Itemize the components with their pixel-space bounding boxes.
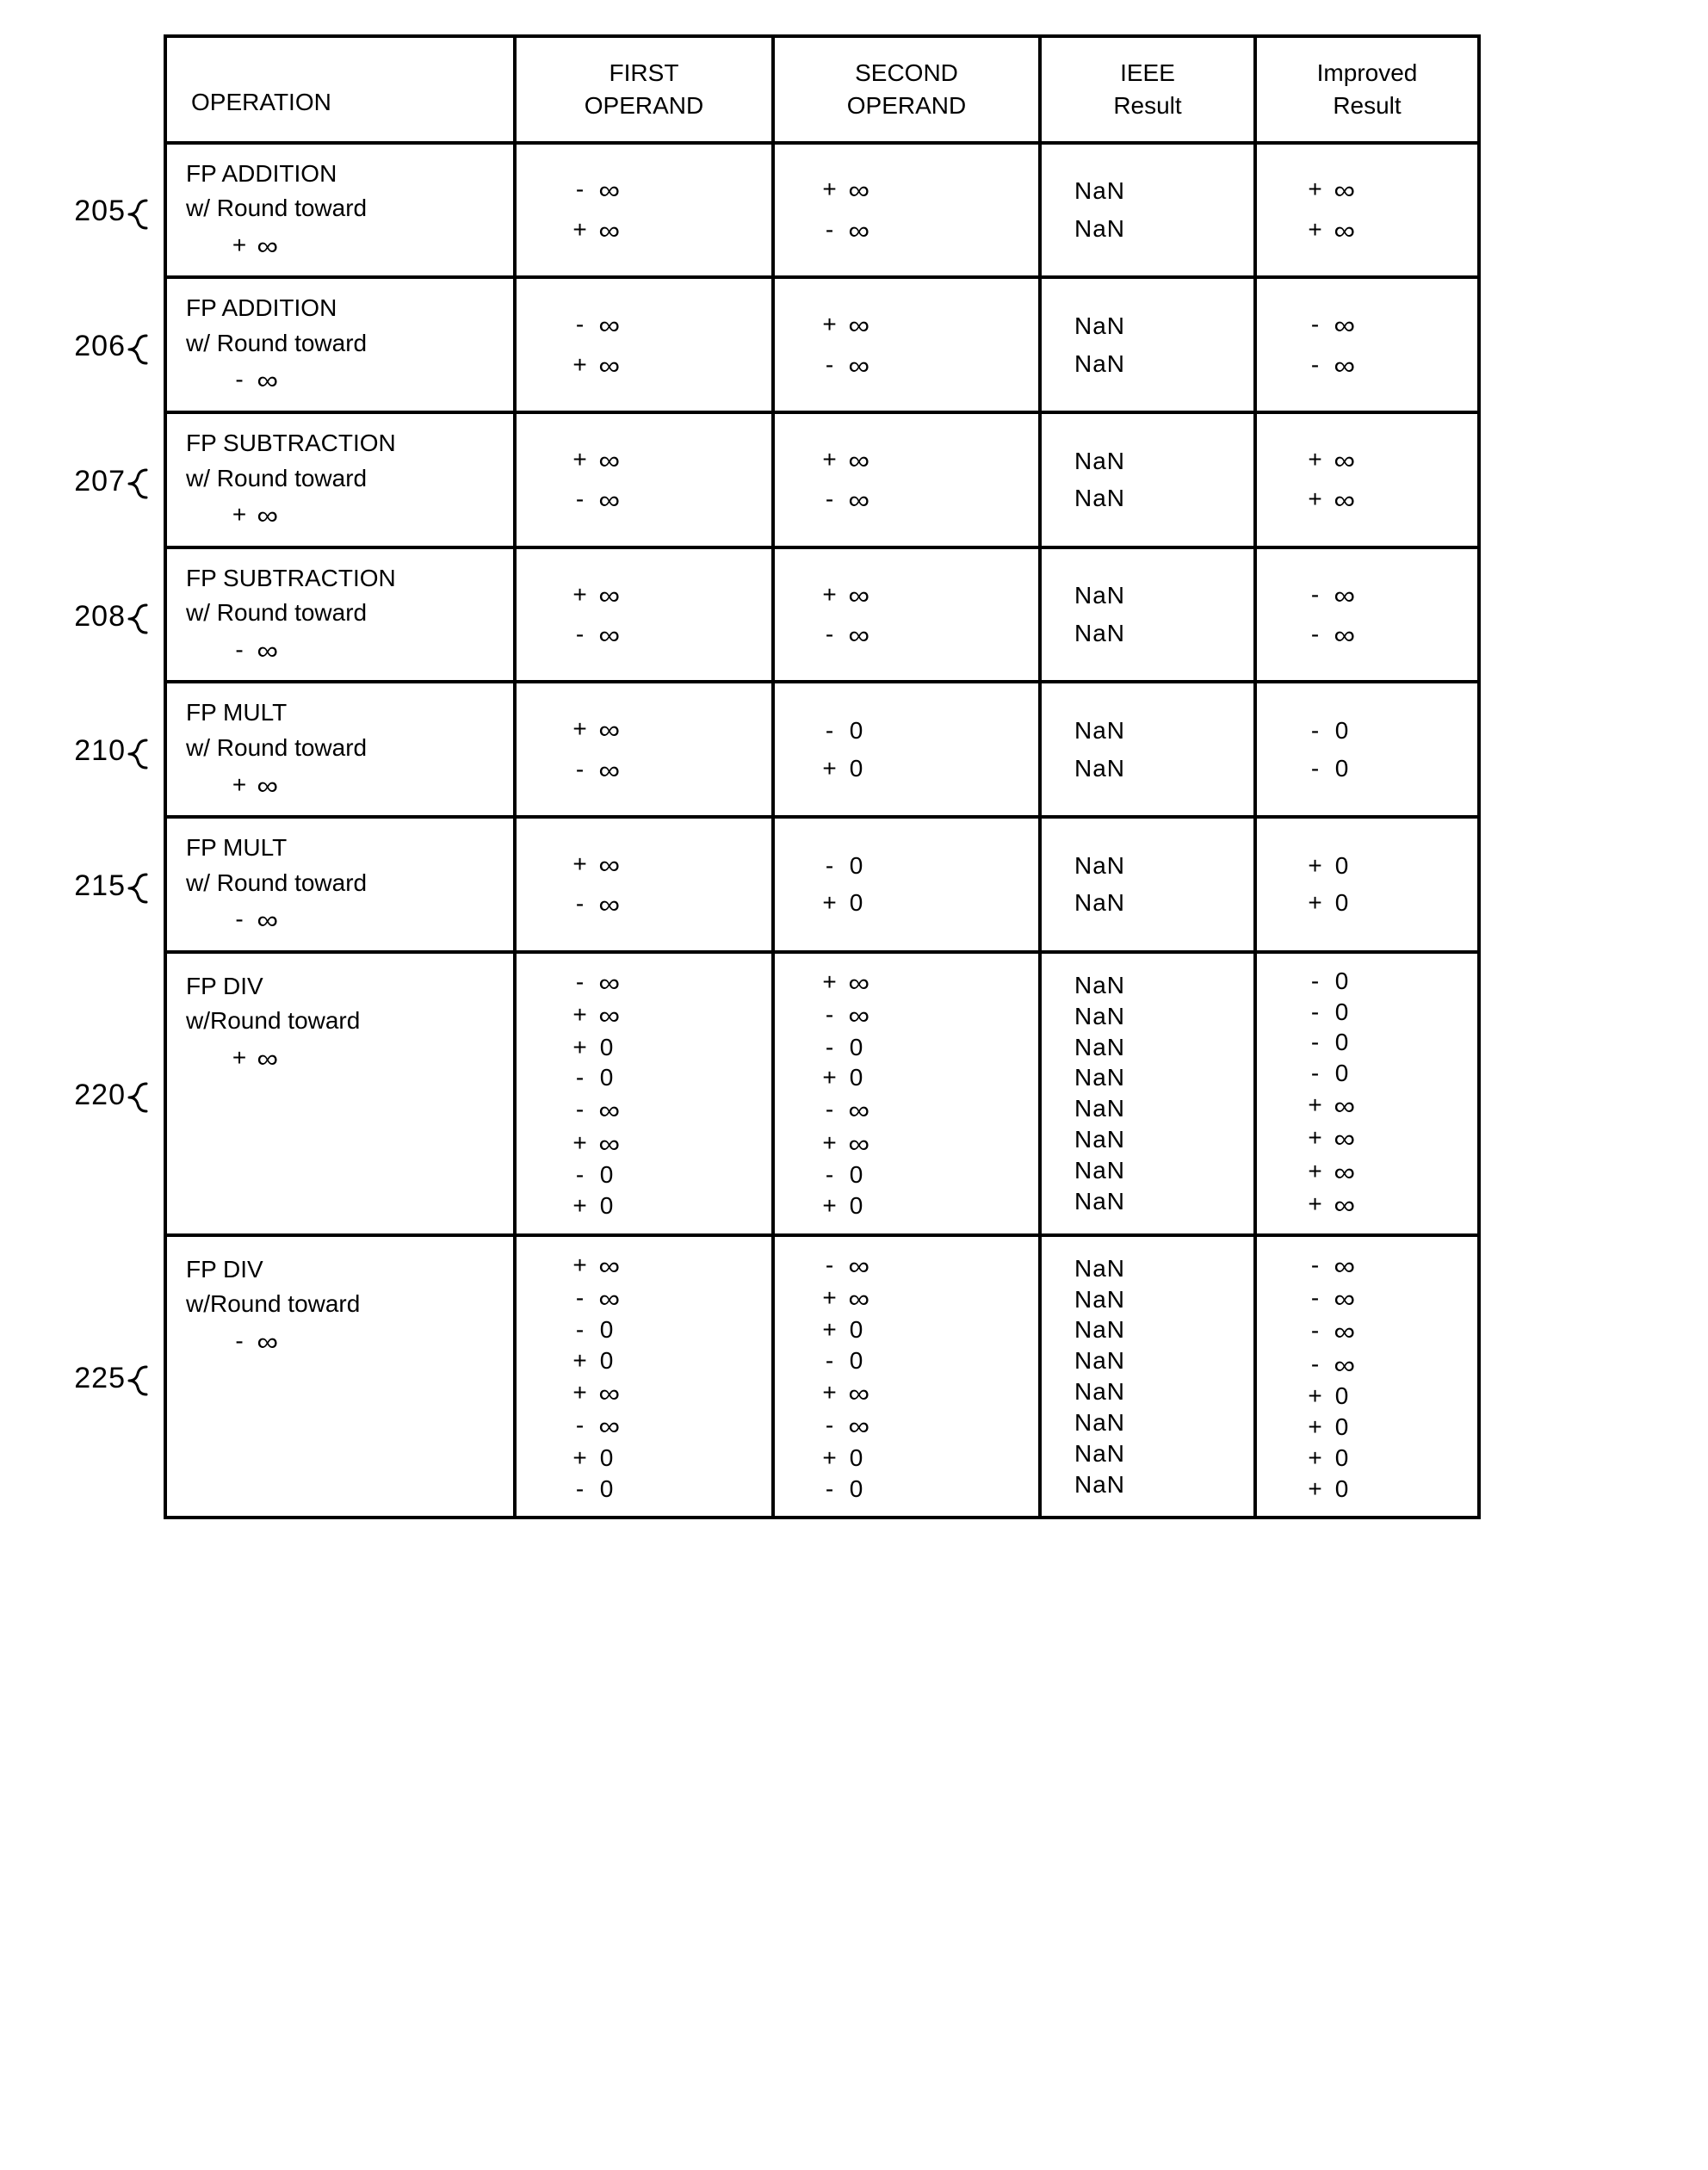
table-row: 206 FP ADDITIONw/ Round toward- ∞- ∞+ ∞+ …	[36, 279, 1672, 414]
first-operand-cell: + ∞- ∞	[517, 819, 775, 954]
improved-result-cell: - ∞- ∞- ∞- ∞+ 0+ 0+ 0+ 0	[1257, 1237, 1481, 1520]
second-operand-cell: + ∞- ∞	[775, 145, 1042, 280]
header-improved-result: ImprovedResult	[1257, 34, 1481, 145]
improved-result-cell: - ∞- ∞	[1257, 279, 1481, 414]
row-label: 225	[36, 1237, 164, 1520]
row-label: 220	[36, 954, 164, 1237]
improved-result-cell: + ∞+ ∞	[1257, 414, 1481, 549]
operation-cell: FP ADDITIONw/ Round toward+ ∞	[164, 145, 517, 280]
improved-result-cell: - 0- 0- 0- 0+ ∞+ ∞+ ∞+ ∞	[1257, 954, 1481, 1237]
row-label-text: 208	[74, 600, 126, 634]
brace-icon	[127, 467, 157, 501]
improved-result-cell: - ∞- ∞	[1257, 549, 1481, 684]
brace-icon	[127, 871, 157, 906]
second-operand-cell: - 0+ 0	[775, 819, 1042, 954]
fp-operations-table: OPERATION FIRSTOPERAND SECONDOPERAND IEE…	[36, 34, 1672, 1519]
second-operand-cell: - ∞+ ∞+ 0- 0+ ∞- ∞+ 0- 0	[775, 1237, 1042, 1520]
table-row: 208FP SUBTRACTIONw/ Round toward- ∞+ ∞- …	[36, 549, 1672, 684]
improved-result-cell: + 0+ 0	[1257, 819, 1481, 954]
brace-icon	[127, 197, 157, 232]
row-label-text: 206	[74, 330, 126, 363]
operation-cell: FP DIVw/Round toward+ ∞	[164, 954, 517, 1237]
row-label-text: 207	[74, 465, 126, 498]
second-operand-cell: + ∞- ∞	[775, 279, 1042, 414]
row-label-spacer	[36, 34, 164, 145]
first-operand-cell: - ∞+ ∞	[517, 279, 775, 414]
row-label: 205	[36, 145, 164, 280]
operation-cell: FP MULTw/ Round toward+ ∞	[164, 683, 517, 819]
ieee-result-cell: NaNNaNNaNNaNNaNNaNNaNNaN	[1042, 1237, 1257, 1520]
second-operand-cell: + ∞- ∞	[775, 549, 1042, 684]
table-row: 210 FP MULTw/ Round toward+ ∞+ ∞- ∞- 0+ 0…	[36, 683, 1672, 819]
header-operation: OPERATION	[164, 34, 517, 145]
first-operand-cell: + ∞- ∞	[517, 549, 775, 684]
table-row: 215 FP MULTw/ Round toward- ∞+ ∞- ∞- 0+ 0…	[36, 819, 1672, 954]
row-label-text: 220	[74, 1079, 126, 1112]
improved-result-cell: + ∞+ ∞	[1257, 145, 1481, 280]
ieee-result-cell: NaNNaN	[1042, 549, 1257, 684]
table-row: 225 FP DIVw/Round toward- ∞+ ∞- ∞- 0+ 0+ …	[36, 1237, 1672, 1520]
brace-icon	[127, 332, 157, 367]
row-label: 208	[36, 549, 164, 684]
brace-icon	[127, 1080, 157, 1115]
table-row: 205FP ADDITIONw/ Round toward+ ∞- ∞+ ∞+ …	[36, 145, 1672, 280]
header-second-operand: SECONDOPERAND	[775, 34, 1042, 145]
row-label-text: 205	[74, 195, 126, 228]
first-operand-cell: + ∞- ∞	[517, 683, 775, 819]
table-header-row: OPERATION FIRSTOPERAND SECONDOPERAND IEE…	[36, 34, 1672, 145]
second-operand-cell: + ∞- ∞- 0+ 0- ∞+ ∞- 0+ 0	[775, 954, 1042, 1237]
ieee-result-cell: NaNNaN	[1042, 279, 1257, 414]
row-label: 206	[36, 279, 164, 414]
brace-icon	[127, 602, 157, 636]
operation-cell: FP ADDITIONw/ Round toward- ∞	[164, 279, 517, 414]
header-first-operand: FIRSTOPERAND	[517, 34, 775, 145]
first-operand-cell: + ∞- ∞	[517, 414, 775, 549]
first-operand-cell: + ∞- ∞- 0+ 0+ ∞- ∞+ 0- 0	[517, 1237, 775, 1520]
first-operand-cell: - ∞+ ∞	[517, 145, 775, 280]
operation-cell: FP SUBTRACTIONw/ Round toward+ ∞	[164, 414, 517, 549]
ieee-result-cell: NaNNaNNaNNaNNaNNaNNaNNaN	[1042, 954, 1257, 1237]
header-ieee-result: IEEEResult	[1042, 34, 1257, 145]
table-row: 220 FP DIVw/Round toward+ ∞- ∞+ ∞+ 0- 0- …	[36, 954, 1672, 1237]
ieee-result-cell: NaNNaN	[1042, 145, 1257, 280]
second-operand-cell: - 0+ 0	[775, 683, 1042, 819]
operation-cell: FP DIVw/Round toward- ∞	[164, 1237, 517, 1520]
ieee-result-cell: NaNNaN	[1042, 819, 1257, 954]
brace-icon	[127, 1363, 157, 1398]
improved-result-cell: - 0- 0	[1257, 683, 1481, 819]
operation-cell: FP MULTw/ Round toward- ∞	[164, 819, 517, 954]
row-label: 207	[36, 414, 164, 549]
ieee-result-cell: NaNNaN	[1042, 683, 1257, 819]
second-operand-cell: + ∞- ∞	[775, 414, 1042, 549]
table-row: 207FP SUBTRACTIONw/ Round toward+ ∞+ ∞- …	[36, 414, 1672, 549]
row-label-text: 225	[74, 1362, 126, 1395]
row-label-text: 215	[74, 869, 126, 903]
ieee-result-cell: NaNNaN	[1042, 414, 1257, 549]
row-label: 215	[36, 819, 164, 954]
operation-cell: FP SUBTRACTIONw/ Round toward- ∞	[164, 549, 517, 684]
row-label: 210	[36, 683, 164, 819]
row-label-text: 210	[74, 734, 126, 768]
first-operand-cell: - ∞+ ∞+ 0- 0- ∞+ ∞- 0+ 0	[517, 954, 775, 1237]
brace-icon	[127, 737, 157, 771]
